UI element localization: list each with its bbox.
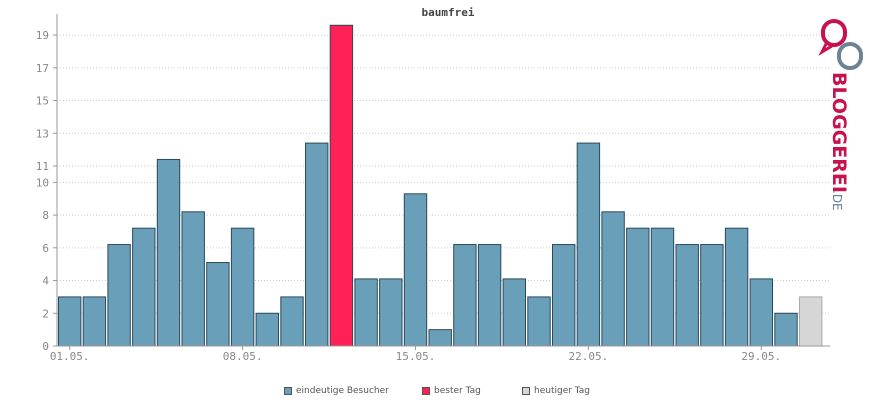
bar-visitors-day-24 bbox=[626, 227, 650, 347]
legend-label-best-day: bester Tag bbox=[434, 386, 481, 396]
bar-visitors-day-22 bbox=[576, 142, 601, 347]
y-tick-label: 11 bbox=[36, 160, 49, 173]
bar-today-day-31 bbox=[799, 296, 823, 347]
bar-visitors-day-1 bbox=[58, 296, 82, 347]
bar-visitors-day-5 bbox=[156, 158, 181, 347]
bar-visitors-day-21 bbox=[552, 244, 576, 347]
bar-visitors-day-8 bbox=[230, 227, 255, 347]
y-tick-label: 0 bbox=[42, 340, 49, 353]
bar-visitors-day-9 bbox=[255, 312, 280, 347]
bar-visitors-day-2 bbox=[82, 296, 107, 347]
bar-visitors-day-13 bbox=[354, 278, 378, 347]
x-tick-label: 08.05. bbox=[223, 350, 263, 363]
chart-legend: eindeutige Besucher bester Tag heutiger … bbox=[0, 383, 870, 399]
logo-wordmark: BLOGGEREI .DE bbox=[828, 72, 850, 211]
legend-item-best-day: bester Tag bbox=[422, 383, 481, 399]
logo-text: BLOGGEREI bbox=[828, 72, 850, 193]
chart-bars bbox=[58, 24, 823, 347]
bar-visitors-day-17 bbox=[453, 244, 477, 347]
legend-label-today: heutiger Tag bbox=[534, 386, 591, 396]
y-axis-ticks: 0 2 4 6 8 10 11 13 15 17 19 bbox=[36, 29, 57, 353]
bar-visitors-day-18 bbox=[477, 244, 502, 347]
bar-visitors-day-26 bbox=[675, 244, 699, 347]
y-tick-label: 13 bbox=[36, 127, 49, 140]
bar-visitors-day-16 bbox=[428, 329, 452, 347]
logo-suffix: .DE bbox=[830, 190, 844, 211]
x-axis-ticks: 01.05. 08.05. 15.05. 22.05. 29.05. bbox=[50, 346, 781, 363]
bar-visitors-day-28 bbox=[724, 227, 749, 347]
chart-axes bbox=[56, 14, 830, 347]
y-tick-label: 19 bbox=[36, 29, 49, 42]
y-tick-label: 6 bbox=[42, 242, 49, 255]
y-tick-label: 17 bbox=[36, 62, 49, 75]
bar-visitors-day-25 bbox=[650, 227, 675, 347]
bar-visitors-day-20 bbox=[527, 296, 551, 347]
legend-swatch-best-day bbox=[422, 387, 430, 395]
legend-item-visitors: eindeutige Besucher bbox=[284, 383, 389, 399]
y-tick-label: 2 bbox=[42, 307, 49, 320]
chart-title: baumfrei bbox=[422, 6, 475, 19]
bar-visitors-day-4 bbox=[132, 227, 156, 347]
y-tick-label: 4 bbox=[42, 275, 49, 288]
legend-item-today: heutiger Tag bbox=[522, 383, 590, 399]
bar-visitors-day-23 bbox=[601, 211, 625, 347]
bar-best-day-12 bbox=[329, 24, 354, 347]
x-tick-label: 29.05. bbox=[741, 350, 781, 363]
x-tick-label: 01.05. bbox=[50, 350, 90, 363]
bar-visitors-day-15 bbox=[403, 193, 428, 347]
bloggerei-logo[interactable]: BLOGGEREI .DE bbox=[812, 14, 870, 220]
bar-visitors-day-29 bbox=[749, 278, 773, 347]
bar-visitors-day-3 bbox=[107, 244, 131, 347]
bar-visitors-day-14 bbox=[379, 278, 403, 347]
speech-bubbles-icon bbox=[818, 19, 863, 70]
x-tick-label: 15.05. bbox=[396, 350, 436, 363]
bar-visitors-day-7 bbox=[206, 262, 230, 347]
legend-label-visitors: eindeutige Besucher bbox=[296, 386, 389, 396]
bar-visitors-day-10 bbox=[280, 296, 304, 347]
bar-visitors-day-19 bbox=[502, 278, 527, 347]
y-tick-label: 8 bbox=[42, 209, 49, 222]
y-tick-label: 15 bbox=[36, 95, 49, 108]
bar-visitors-day-6 bbox=[181, 211, 205, 347]
bar-visitors-day-27 bbox=[700, 244, 724, 347]
x-tick-label: 22.05. bbox=[569, 350, 609, 363]
legend-swatch-today bbox=[522, 387, 530, 395]
bar-visitors-day-30 bbox=[774, 312, 798, 347]
bar-visitors-day-11 bbox=[305, 142, 329, 347]
y-tick-label: 10 bbox=[36, 176, 49, 189]
legend-swatch-visitors bbox=[284, 387, 292, 395]
